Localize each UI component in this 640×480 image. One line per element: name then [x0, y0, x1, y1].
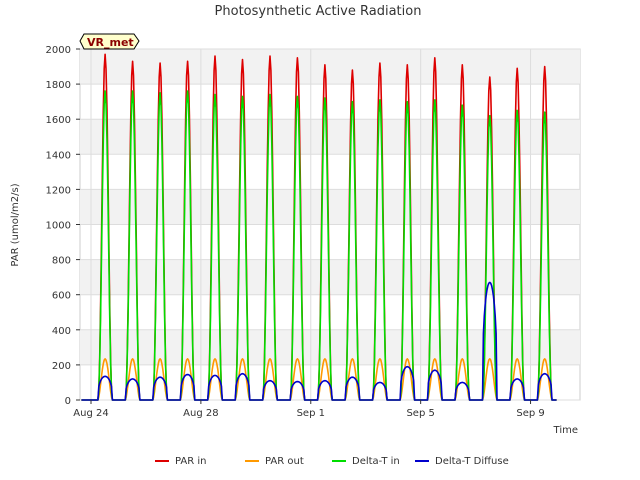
x-tick-label: Sep 5 [406, 408, 434, 419]
y-tick-label: 400 [52, 326, 71, 337]
x-axis: Aug 24 Aug 28 Sep 1 Sep 5 Sep 9 [73, 400, 545, 419]
y-tick-label: 2000 [46, 45, 71, 56]
x-axis-label: Time [553, 425, 578, 436]
y-axis-label: PAR (umol/m2/s) [10, 183, 21, 266]
chart-title: Photosynthetic Active Radiation [215, 4, 422, 19]
y-axis: 0 200 400 600 800 1000 1200 1400 1600 1800 2000 [46, 45, 80, 407]
x-tick-label: Aug 28 [183, 408, 218, 419]
badge-label: VR_met [87, 36, 134, 49]
series-line [81, 358, 557, 401]
y-tick-label: 600 [52, 291, 71, 302]
series-line [81, 90, 557, 401]
x-tick-label: Aug 24 [73, 408, 108, 419]
grid-band [80, 119, 580, 155]
x-tick-label: Sep 1 [297, 408, 325, 419]
legend: PAR in PAR out Delta-T in Delta-T Diffuse [155, 456, 509, 467]
x-tick-label: Sep 9 [516, 408, 544, 419]
y-tick-label: 0 [65, 396, 71, 407]
y-tick-label: 1000 [46, 221, 71, 232]
legend-label: Delta-T Diffuse [435, 456, 509, 467]
y-tick-label: 800 [52, 256, 71, 267]
grid-band [80, 189, 580, 225]
legend-label: Delta-T in [352, 456, 400, 467]
y-tick-label: 1400 [46, 150, 71, 161]
badge-shape [79, 33, 140, 50]
y-tick-label: 1200 [46, 185, 71, 196]
grid-band [80, 49, 580, 85]
y-tick-label: 200 [52, 361, 71, 372]
series-line [81, 281, 557, 401]
series-layer [81, 53, 557, 401]
legend-label: PAR in [175, 456, 206, 467]
legend-label: PAR out [265, 456, 304, 467]
y-tick-label: 1600 [46, 115, 71, 126]
y-tick-label: 1800 [46, 80, 71, 91]
badge: VR_met [79, 33, 140, 50]
